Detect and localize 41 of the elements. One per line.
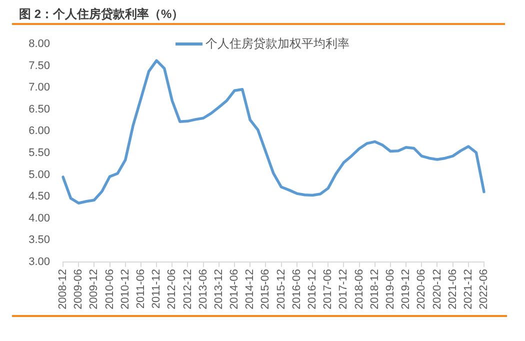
x-tick-label: 2010-12 <box>119 269 132 310</box>
x-tick-label: 2016-12 <box>306 269 319 310</box>
x-tick-label: 2019-06 <box>384 269 396 310</box>
x-tick-label: 2020-06 <box>416 269 428 310</box>
y-tick-label: 7.50 <box>28 60 50 72</box>
y-tick-label: 5.00 <box>28 168 50 181</box>
chart-title: 图 2：个人住房贷款利率（%） <box>19 7 184 21</box>
x-tick-label: 2009-12 <box>88 269 100 310</box>
x-tick-label: 2012-12 <box>182 269 194 310</box>
y-tick-label: 4.00 <box>28 212 50 224</box>
x-tick-label: 2022-06 <box>478 269 490 310</box>
x-tick-label: 2018-06 <box>353 269 366 310</box>
x-tick-label: 2011-12 <box>150 269 163 309</box>
y-tick-label: 6.00 <box>28 125 50 138</box>
x-tick-label: 2015-06 <box>260 269 272 310</box>
y-tick-label: 3.00 <box>28 256 50 268</box>
x-tick-label: 2008-12 <box>57 269 70 310</box>
y-tick-label: 5.50 <box>28 147 50 160</box>
x-tick-label: 2010-06 <box>104 269 116 310</box>
x-tick-label: 2015-12 <box>275 269 288 310</box>
x-tick-label: 2021-12 <box>462 269 474 310</box>
y-tick-label: 6.50 <box>28 103 50 116</box>
x-tick-label: 2018-12 <box>368 269 381 310</box>
x-tick-label: 2012-06 <box>166 269 178 310</box>
x-tick-label: 2019-12 <box>400 269 412 310</box>
legend-label: 个人住房贷款加权平均利率 <box>206 36 350 50</box>
x-tick-label: 2017-06 <box>322 269 334 310</box>
x-tick-label: 2013-06 <box>197 269 210 310</box>
y-tick-label: 3.50 <box>28 234 50 246</box>
x-tick-label: 2014-06 <box>228 269 241 310</box>
x-tick-label: 2013-12 <box>212 269 225 310</box>
x-tick-label: 2017-12 <box>338 269 350 310</box>
y-tick-label: 4.50 <box>28 190 50 203</box>
x-tick-label: 2020-12 <box>431 269 444 310</box>
y-tick-label: 8.00 <box>28 38 50 50</box>
x-tick-label: 2014-12 <box>244 269 256 310</box>
x-tick-label: 2009-06 <box>72 269 85 310</box>
x-tick-label: 2021-06 <box>446 269 459 310</box>
y-tick-label: 7.00 <box>28 82 50 94</box>
x-tick-label: 2016-06 <box>290 269 303 310</box>
x-tick-label: 2011-06 <box>134 269 147 309</box>
